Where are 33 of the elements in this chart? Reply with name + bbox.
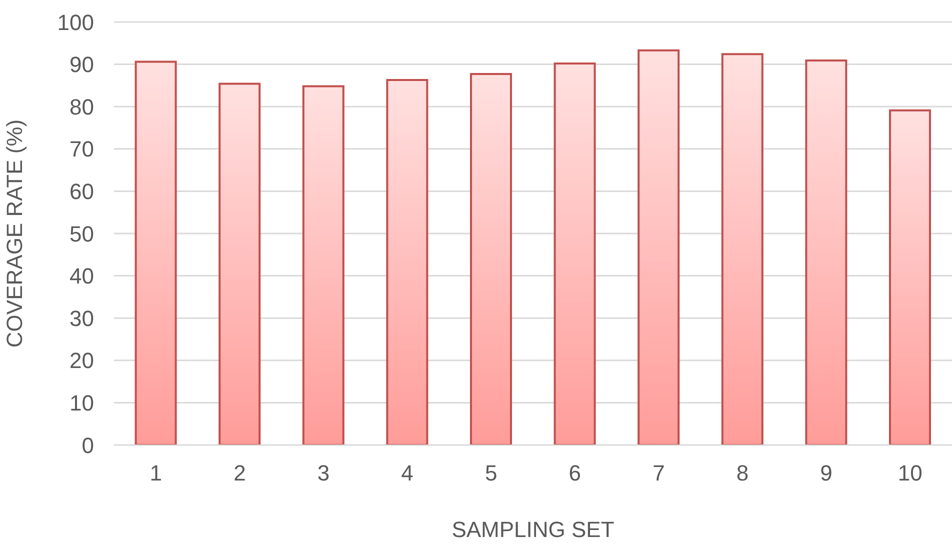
x-tick-label: 8: [736, 460, 749, 486]
y-tick-label: 100: [57, 10, 94, 35]
x-tick-label: 7: [652, 460, 665, 486]
y-tick-label: 0: [82, 432, 94, 458]
x-tick-label: 1: [150, 460, 162, 486]
y-tick-label: 60: [70, 179, 94, 204]
x-tick-label: 2: [234, 460, 246, 486]
bar: [888, 109, 931, 445]
bar: [721, 53, 764, 445]
bar: [554, 62, 596, 445]
x-tick-label: 6: [568, 460, 582, 486]
bar: [470, 73, 512, 445]
y-tick-label: 30: [70, 306, 94, 331]
y-axis-title: COVERAGE RATE (%): [2, 119, 27, 348]
x-axis-title: SAMPLING SET: [452, 517, 614, 542]
bar: [386, 78, 428, 445]
y-tick-label: 20: [70, 348, 94, 374]
y-tick-label: 50: [70, 221, 94, 246]
y-tick-label: 80: [70, 94, 94, 120]
x-tick-label: 10: [898, 460, 922, 486]
bar: [805, 59, 848, 445]
y-tick-label: 70: [70, 136, 94, 162]
bar: [638, 49, 680, 445]
y-tick-label: 40: [70, 264, 94, 289]
y-tick-label: 90: [70, 52, 94, 78]
bar: [218, 82, 261, 445]
x-tick-label: 4: [401, 460, 414, 486]
x-tick-label: 9: [820, 460, 832, 486]
x-tick-label: 3: [317, 460, 330, 486]
x-tick-label: 5: [484, 460, 498, 486]
bar: [302, 85, 344, 445]
y-tick-label: 10: [70, 390, 94, 416]
bar: [134, 60, 177, 445]
